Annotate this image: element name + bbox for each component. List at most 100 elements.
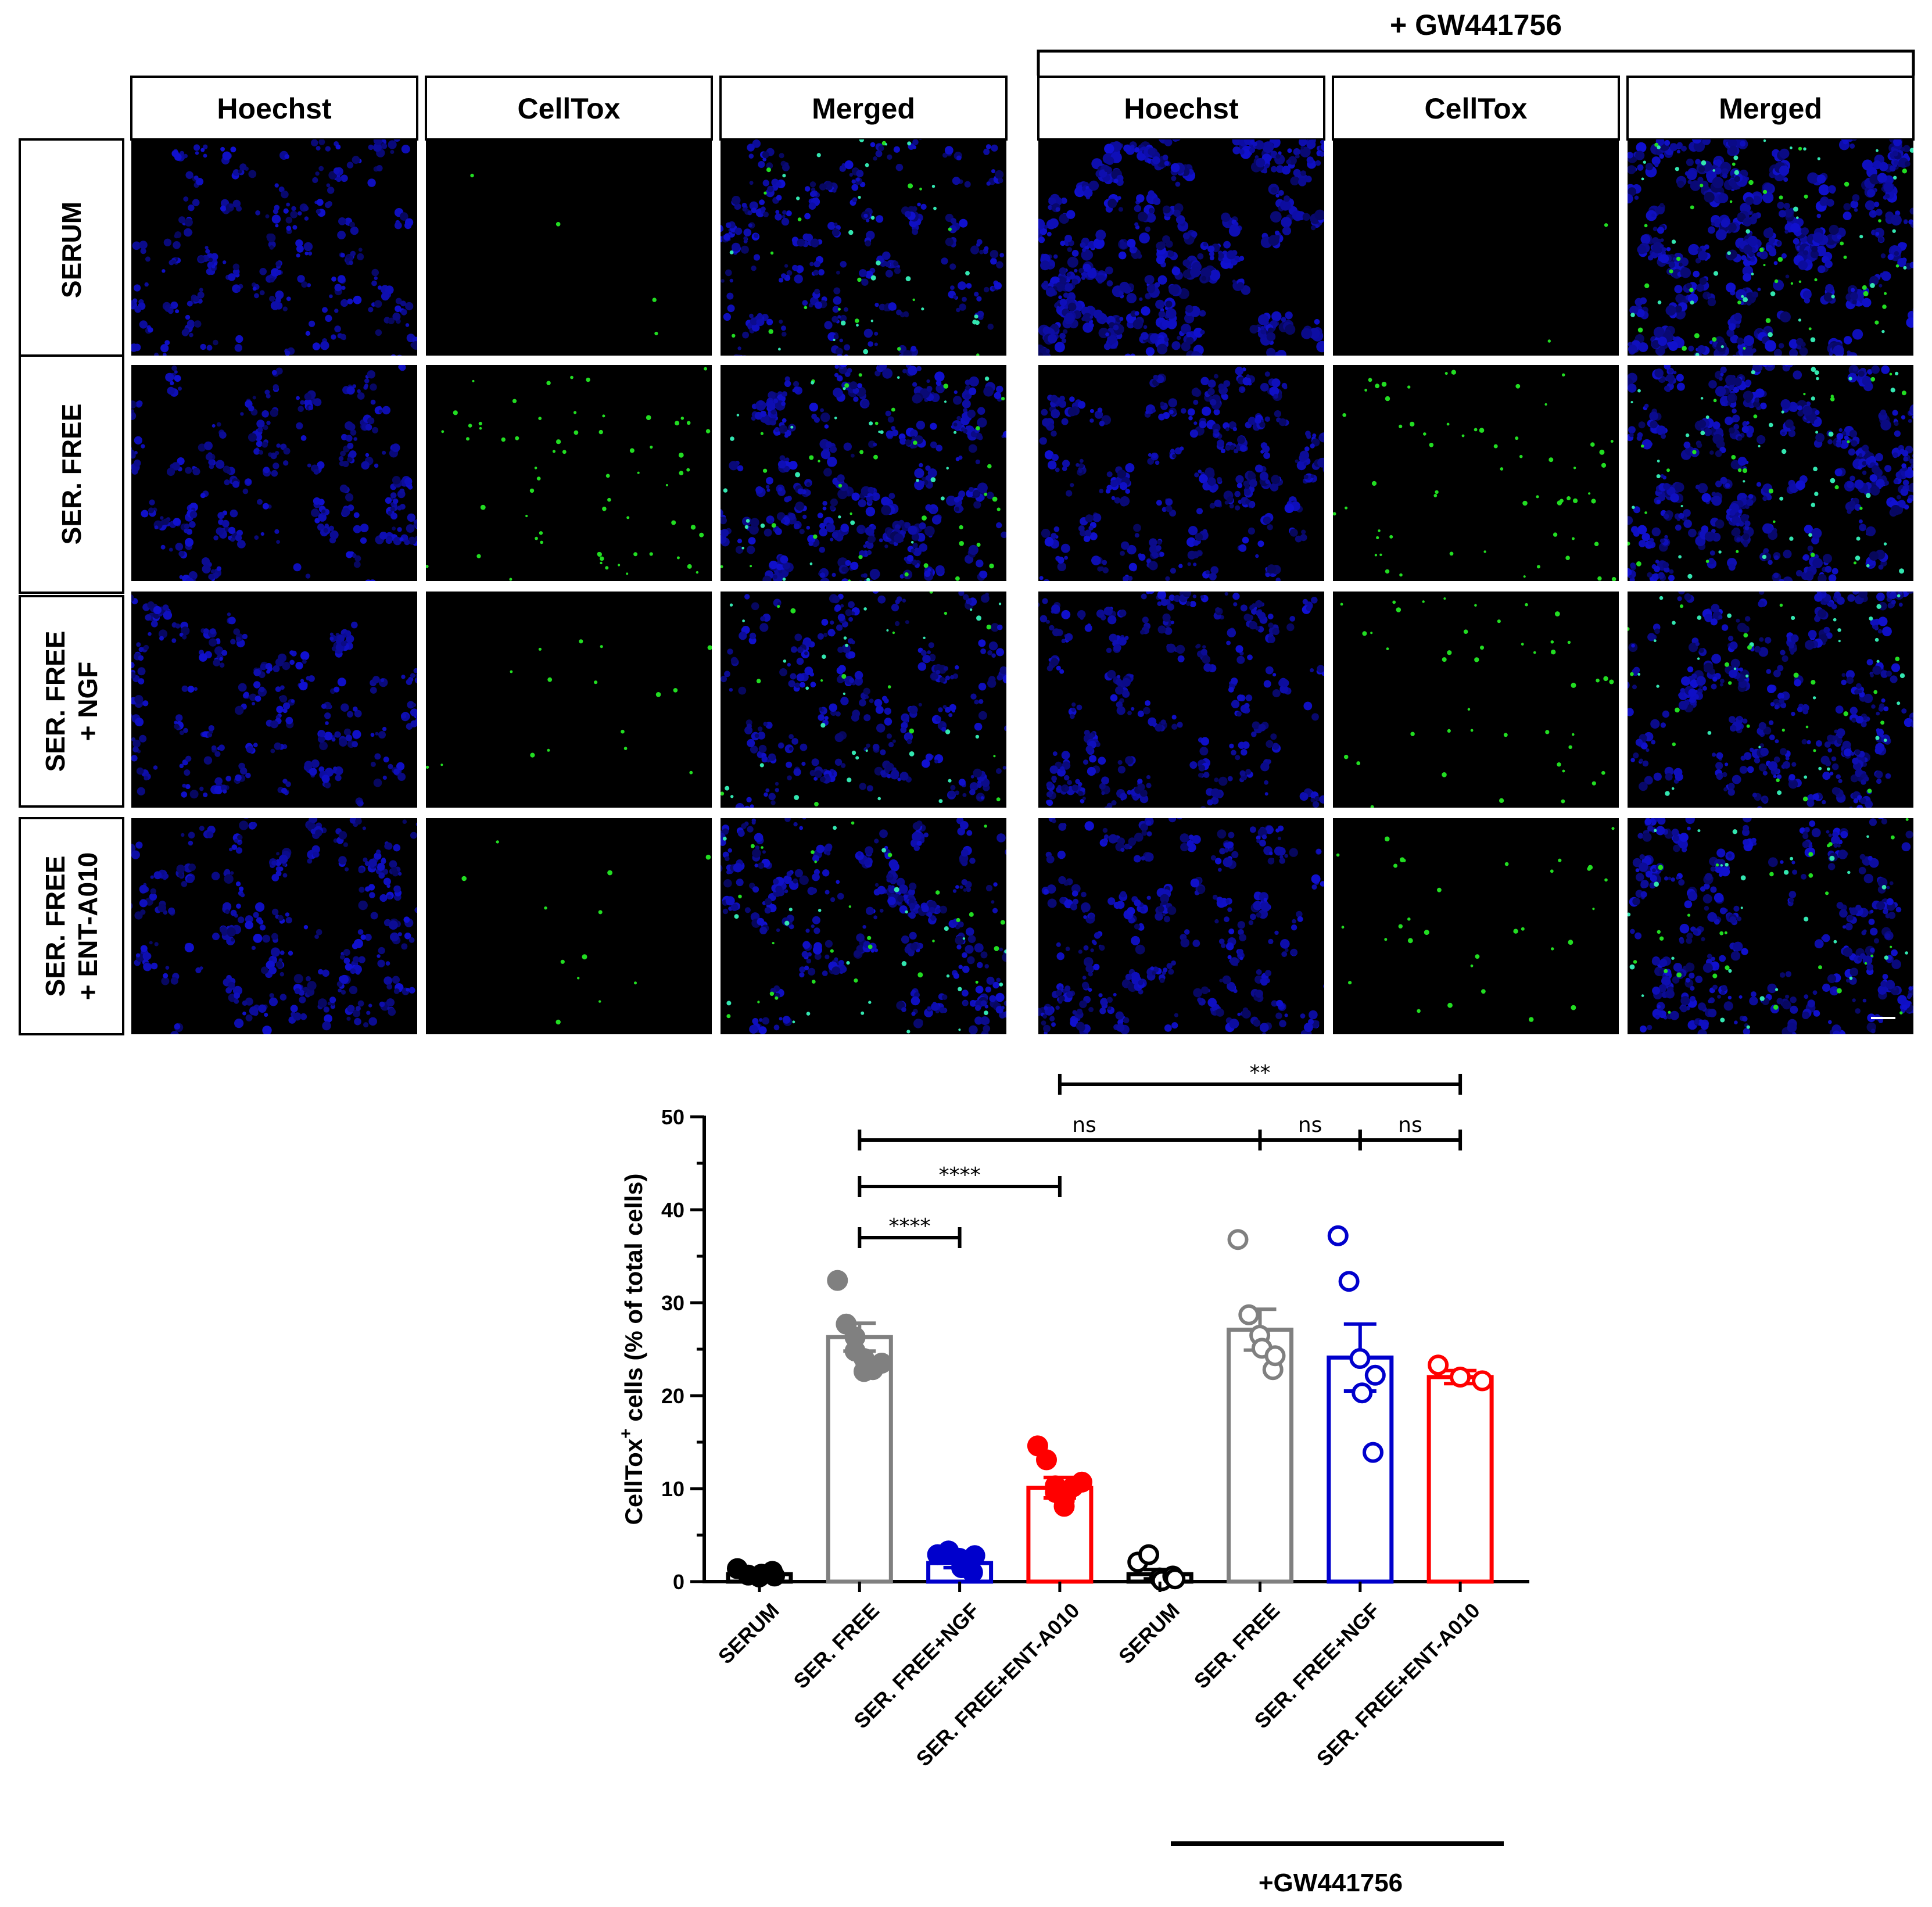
- micrograph-panel: [1038, 818, 1324, 1034]
- bar-group: [926, 1540, 994, 1584]
- panel-background: [1628, 365, 1913, 581]
- column-header: Merged: [719, 76, 1008, 141]
- data-point: [1352, 1382, 1373, 1404]
- micrograph-panel: [1628, 818, 1913, 1034]
- panel-background: [426, 592, 712, 808]
- data-point: [1071, 1471, 1092, 1493]
- micrograph-panel: [1333, 818, 1619, 1034]
- micrograph-panel: [131, 139, 417, 356]
- significance-bracket: ns: [1358, 1113, 1463, 1150]
- column-header-box: [1037, 76, 1325, 141]
- y-axis-label: CellTox+ cells (% of total cells): [616, 1174, 647, 1525]
- significance-label: ns: [1398, 1113, 1422, 1137]
- micrograph-panel: [721, 365, 1006, 581]
- gw441756-bracket: + GW441756: [1037, 9, 1915, 76]
- row-header-line: SER. FREE: [40, 631, 70, 772]
- bar-group: [826, 1270, 893, 1584]
- bar-group: [1327, 1225, 1394, 1584]
- micrograph-panel: [1038, 592, 1324, 808]
- column-header: CellTox: [425, 76, 713, 141]
- bracket-line: [1037, 49, 1915, 76]
- panel-background: [1333, 818, 1619, 1034]
- column-header-label: Hoechst: [1124, 92, 1239, 125]
- data-point: [1472, 1370, 1493, 1392]
- row-header-line: + ENT-A010: [73, 852, 103, 1000]
- column-header-box: [130, 76, 418, 141]
- column-header-label: Hoechst: [217, 92, 332, 125]
- micrograph-panel: [721, 592, 1006, 808]
- row-header-label: SER. FREE+ ENT-A010: [40, 852, 103, 1000]
- row-header-line: SERUM: [56, 202, 87, 298]
- row-header-box: [19, 354, 124, 594]
- micrograph-panel: [1333, 139, 1619, 356]
- y-tick-label: 50: [661, 1105, 684, 1129]
- data-point: [964, 1545, 985, 1567]
- data-point: [1264, 1345, 1286, 1367]
- row-header-line: + NGF: [73, 662, 103, 741]
- column-header-label: CellTox: [1425, 92, 1528, 125]
- significance-label: ****: [888, 1214, 930, 1238]
- panel-background: [1628, 818, 1913, 1034]
- data-point: [1363, 1442, 1383, 1463]
- data-point: [1227, 1229, 1249, 1250]
- micrograph-panel: [721, 139, 1006, 356]
- panel-background: [1038, 592, 1324, 808]
- y-tick-label: 0: [673, 1570, 684, 1594]
- panel-background: [426, 139, 712, 356]
- column-header-label: Merged: [812, 92, 915, 125]
- bar-chart: 0 10 20 30 40 50 CellTox+ cells (% of total ce…: [616, 1061, 1529, 1897]
- column-header: CellTox: [1332, 76, 1620, 141]
- micrograph-panel: [426, 365, 712, 581]
- x-tick-label: SER. FREE: [789, 1598, 884, 1693]
- data-point: [1327, 1225, 1349, 1246]
- data-point: [827, 1270, 848, 1291]
- micrograph-panel: [426, 818, 712, 1034]
- data-point: [871, 1353, 892, 1374]
- micrograph-panel: [131, 365, 417, 581]
- micrograph-panel: [426, 139, 712, 356]
- row-header: SER. FREE+ ENT-A010: [19, 817, 124, 1035]
- significance-bracket: ns: [1258, 1113, 1362, 1150]
- row-header-label: SER. FREE: [56, 404, 87, 545]
- panel-background: [1333, 592, 1619, 808]
- micrograph-panel: [1333, 592, 1619, 808]
- significance-bracket: ns: [858, 1113, 1262, 1150]
- y-tick-label: 10: [661, 1477, 684, 1501]
- micrograph-panel: [721, 818, 1006, 1034]
- row-header-label: SERUM: [56, 202, 87, 298]
- micrograph-panel: [131, 592, 417, 808]
- row-header-label: SER. FREE+ NGF: [40, 631, 103, 772]
- micrograph-panel-grid: Hoechst CellTox Merged Hoechst CellTox Merged…: [19, 9, 1915, 1035]
- column-header: Hoechst: [130, 76, 418, 141]
- bar-group: [1126, 1544, 1193, 1591]
- row-header: SER. FREE+ NGF: [19, 595, 124, 808]
- row-header-line: SER. FREE: [40, 856, 70, 997]
- column-header-label: CellTox: [518, 92, 621, 125]
- bracket-label: + GW441756: [1390, 9, 1562, 41]
- significance-label: ns: [1298, 1113, 1322, 1137]
- data-point: [1238, 1304, 1260, 1325]
- row-header-box: [19, 595, 124, 808]
- data-point: [1036, 1449, 1057, 1471]
- data-point: [1349, 1348, 1371, 1369]
- data-point: [1364, 1364, 1386, 1386]
- micrograph-panel: [131, 818, 417, 1034]
- data-point: [1450, 1367, 1471, 1388]
- group-label-text: +GW441756: [1259, 1869, 1403, 1897]
- bar-group: [1426, 1354, 1494, 1584]
- significance-label: **: [1250, 1061, 1271, 1085]
- significance-label: ****: [939, 1163, 981, 1187]
- data-point: [1164, 1568, 1186, 1590]
- bar: [1426, 1375, 1494, 1584]
- column-header: Merged: [1626, 76, 1915, 141]
- micrograph-panel: [1333, 365, 1619, 581]
- y-tick-label: 20: [661, 1384, 684, 1408]
- panel-background: [426, 365, 712, 581]
- data-point: [1138, 1544, 1159, 1565]
- column-header-box: [425, 76, 713, 141]
- data-point: [764, 1565, 785, 1587]
- micrograph-panel: [1628, 592, 1913, 808]
- x-tick-label: SER. FREE+ENT-A010: [911, 1598, 1084, 1771]
- bar-group: [726, 1558, 793, 1587]
